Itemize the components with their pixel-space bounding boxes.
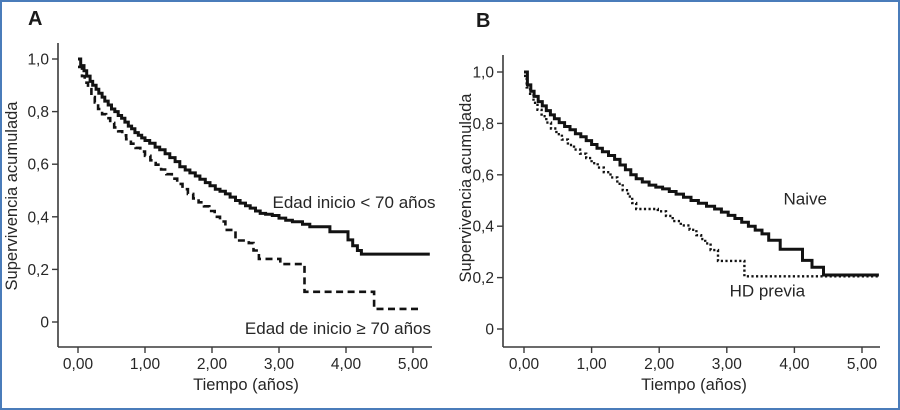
series-label: Naive [783, 190, 826, 209]
y-tick-label: 1,0 [472, 65, 494, 82]
x-tick-label: 2,00 [644, 356, 675, 373]
y-tick-label: 1,0 [27, 52, 49, 69]
x-tick-label: 0,00 [63, 356, 94, 373]
y-tick-label: 0,8 [472, 116, 494, 133]
x-tick-label: 3,00 [264, 356, 295, 373]
x-tick-label: 3,00 [712, 356, 743, 373]
y-tick-label: 0 [485, 322, 494, 339]
x-axis-title: Tiempo (años) [193, 376, 299, 394]
survival-curve-dashed [78, 65, 419, 311]
survival-curve-solid [78, 57, 430, 256]
x-tick-label: 2,00 [197, 356, 228, 373]
y-tick-label: 0,2 [472, 270, 494, 287]
y-axis-title: Supervivencia acumulada [457, 93, 475, 283]
y-tick-label: 0,8 [27, 104, 49, 121]
series-label: Edad inicio < 70 años [273, 193, 436, 212]
y-tick-label: 0,4 [27, 209, 49, 226]
x-tick-label: 5,00 [847, 356, 878, 373]
y-tick-label: 0,2 [27, 262, 49, 279]
y-tick-label: 0 [40, 315, 49, 332]
survival-curve-dotted [524, 74, 879, 278]
x-tick-label: 5,00 [398, 356, 429, 373]
series-label: Edad de inicio ≥ 70 años [245, 319, 431, 338]
x-tick-label: 0,00 [509, 356, 540, 373]
x-tick-label: 1,00 [577, 356, 608, 373]
panel-b-label: B [476, 10, 491, 32]
y-tick-label: 0,6 [472, 167, 494, 184]
panel-a-label: A [28, 8, 43, 30]
y-tick-label: 0,6 [27, 157, 49, 174]
series-label: HD previa [730, 281, 806, 300]
x-tick-label: 4,00 [331, 356, 362, 373]
x-axis-title: Tiempo (años) [641, 376, 747, 394]
y-axis-title: Supervivencia acumulada [3, 101, 21, 291]
x-tick-label: 1,00 [130, 356, 161, 373]
survival-curve-solid [524, 70, 879, 277]
y-tick-label: 0,4 [472, 219, 494, 236]
x-tick-label: 4,00 [779, 356, 810, 373]
